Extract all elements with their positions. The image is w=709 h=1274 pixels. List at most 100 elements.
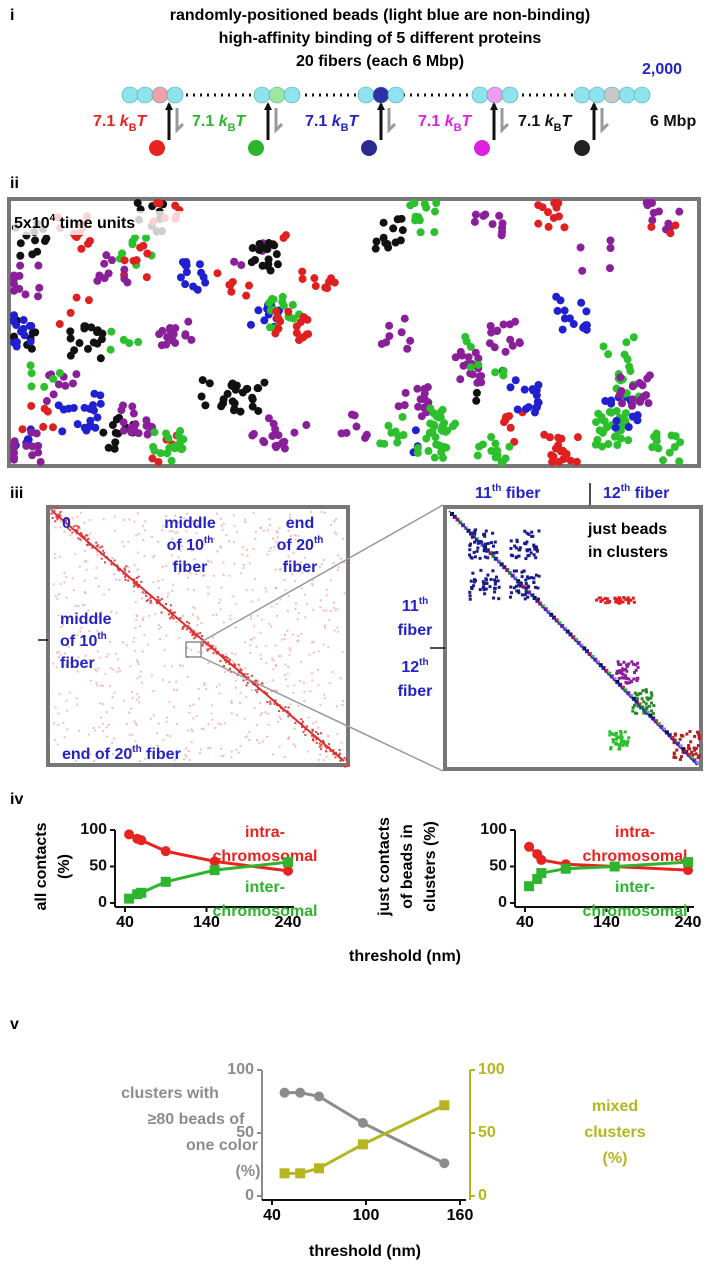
- zoom-contact: [629, 679, 633, 683]
- contact-speckle: [310, 734, 313, 737]
- contact-speckle: [312, 640, 315, 643]
- contact-speckle: [166, 716, 169, 719]
- zoom-contact: [596, 660, 601, 665]
- contact-speckle: [309, 511, 312, 514]
- contact-speckle: [131, 697, 134, 700]
- bead: [61, 381, 70, 390]
- contact-speckle: [284, 663, 287, 666]
- contact-speckle: [205, 647, 208, 650]
- bead: [532, 403, 541, 412]
- bead: [670, 442, 679, 451]
- bead: [416, 228, 425, 237]
- y-axis-label: of beads in: [399, 824, 416, 908]
- zoom-contact: [496, 579, 500, 583]
- contact-speckle: [230, 712, 233, 715]
- contact-speckle: [93, 759, 96, 762]
- contact-speckle: [279, 598, 282, 601]
- contact-speckle: [304, 728, 307, 731]
- contact-speckle: [257, 680, 260, 683]
- contact-speckle: [217, 722, 220, 725]
- contact-speckle: [181, 664, 184, 667]
- bead: [558, 325, 567, 334]
- contact-speckle: [189, 704, 192, 707]
- zoom-contact: [574, 638, 578, 642]
- contact-speckle: [170, 615, 173, 618]
- bead: [393, 438, 402, 447]
- contact-speckle: [127, 579, 130, 582]
- zoom-contact: [635, 693, 639, 697]
- contact-speckle: [57, 723, 60, 726]
- zoom-contact: [474, 538, 478, 542]
- bead-count: 2,000: [642, 61, 682, 78]
- bead: [487, 446, 496, 455]
- bead: [85, 236, 94, 245]
- contact-speckle: [246, 681, 249, 684]
- zoom-contact: [476, 541, 480, 545]
- contact-speckle: [239, 745, 242, 748]
- zoom-contact: [628, 681, 632, 685]
- contact-speckle: [230, 750, 233, 753]
- contact-speckle: [102, 549, 105, 552]
- map-label: of 10th: [167, 535, 214, 554]
- contact-speckle: [225, 533, 228, 536]
- contact-speckle: [324, 626, 327, 629]
- contact-speckle: [53, 739, 56, 742]
- contact-speckle: [314, 720, 317, 723]
- bead: [638, 381, 647, 390]
- contact-speckle: [335, 533, 338, 536]
- contact-speckle: [252, 512, 255, 515]
- contact-speckle: [254, 682, 257, 685]
- bead: [176, 273, 185, 282]
- zoom-contact: [626, 596, 630, 600]
- contact-speckle: [166, 734, 169, 737]
- contact-speckle: [317, 650, 320, 653]
- release-arrow: [500, 108, 510, 134]
- marker: [160, 876, 171, 887]
- contact-speckle: [87, 609, 90, 612]
- bead: [280, 444, 289, 453]
- zoom-contact: [659, 724, 664, 729]
- contact-speckle: [54, 556, 57, 559]
- zoom-contact: [473, 531, 477, 535]
- zoom-contact: [685, 732, 689, 736]
- contact-speckle: [127, 711, 130, 714]
- bead: [66, 308, 75, 317]
- contact-speckle: [133, 520, 136, 523]
- bead: [93, 326, 102, 335]
- bead: [121, 86, 139, 104]
- marker: [314, 1091, 324, 1102]
- contact-speckle: [336, 732, 339, 735]
- contact-speckle: [283, 638, 286, 641]
- zoom-contact: [524, 590, 528, 594]
- contact-speckle: [212, 636, 215, 639]
- marker: [124, 893, 135, 904]
- text-part: fiber: [501, 485, 540, 502]
- contact-speckle: [236, 531, 239, 534]
- bead: [42, 397, 51, 406]
- contact-speckle: [123, 518, 126, 521]
- contact-speckle: [319, 535, 322, 538]
- bead: [466, 369, 475, 378]
- contact-speckle: [289, 516, 292, 519]
- bead: [458, 351, 467, 360]
- contact-speckle: [284, 678, 287, 681]
- zoom-contact: [476, 546, 480, 550]
- contact-speckle: [219, 659, 222, 662]
- contact-speckle: [71, 577, 74, 580]
- contact-speckle: [219, 598, 222, 601]
- bead: [633, 411, 642, 420]
- zoom-contact: [609, 674, 614, 679]
- contact-speckle: [221, 529, 224, 532]
- panel-letter: iv: [10, 791, 23, 808]
- superscript: th: [97, 631, 106, 642]
- contact-speckle: [226, 657, 229, 660]
- zoom-contact: [532, 545, 536, 549]
- contact-speckle: [129, 665, 132, 668]
- contact-speckle: [155, 600, 158, 603]
- contact-speckle: [301, 726, 304, 729]
- contact-speckle: [278, 655, 281, 658]
- contact-speckle: [188, 711, 191, 714]
- contact-speckle: [114, 529, 117, 532]
- contact-speckle: [143, 633, 146, 636]
- bead: [506, 383, 515, 392]
